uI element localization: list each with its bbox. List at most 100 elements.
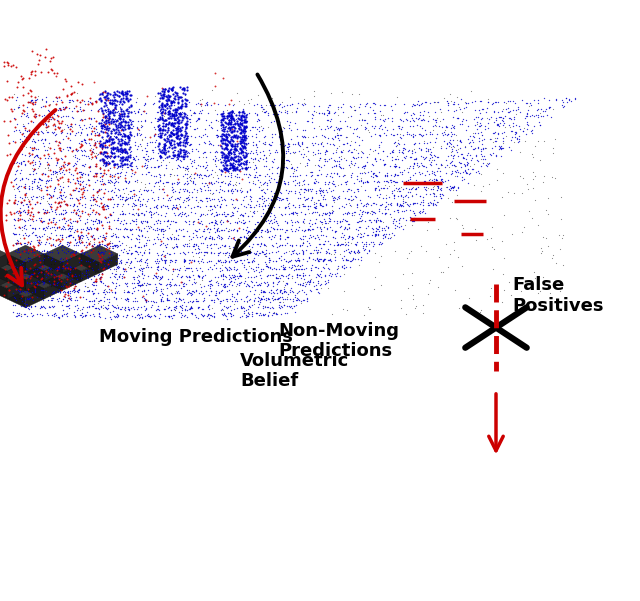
Point (483, 234, 493, 244)
Point (24, 183, 34, 193)
Point (102, 136, 112, 145)
Point (65, 294, 76, 304)
Point (442, 122, 452, 132)
Point (86, 231, 97, 240)
Point (139, 248, 149, 257)
Point (222, 133, 232, 143)
Point (241, 118, 251, 127)
Point (488, 129, 499, 138)
Point (200, 193, 211, 203)
Point (369, 215, 379, 225)
Point (254, 194, 264, 203)
Point (409, 158, 419, 168)
Point (307, 114, 317, 123)
Point (254, 182, 264, 192)
Point (111, 232, 121, 242)
Point (119, 122, 129, 132)
Point (82, 224, 92, 233)
Point (236, 111, 246, 121)
Point (365, 166, 376, 175)
Point (54, 123, 64, 133)
Point (323, 179, 333, 189)
Point (292, 255, 303, 264)
Point (221, 152, 232, 162)
Point (113, 172, 124, 182)
Point (384, 192, 394, 202)
Point (199, 251, 209, 260)
Point (157, 89, 168, 99)
Point (154, 313, 164, 323)
Point (166, 99, 176, 108)
Point (308, 207, 319, 216)
Point (43, 265, 53, 275)
Point (129, 201, 139, 210)
Point (35, 180, 45, 190)
Point (312, 252, 322, 262)
Point (115, 258, 125, 268)
Point (39, 302, 49, 312)
Point (218, 282, 228, 291)
Point (260, 278, 270, 287)
Point (166, 96, 176, 106)
Point (404, 172, 415, 182)
Point (170, 118, 180, 128)
Point (305, 263, 316, 273)
Point (106, 147, 116, 157)
Point (271, 309, 281, 319)
Point (383, 233, 393, 243)
Point (154, 172, 164, 182)
Point (156, 225, 166, 234)
Point (115, 190, 125, 200)
Point (22, 252, 33, 262)
Point (416, 130, 426, 140)
Point (340, 262, 351, 272)
Point (253, 249, 264, 258)
Point (361, 201, 371, 211)
Point (58, 294, 68, 304)
Point (498, 168, 508, 178)
Point (134, 231, 144, 240)
Point (88, 147, 98, 156)
Point (206, 295, 216, 305)
Point (98, 278, 108, 288)
Point (91, 124, 101, 134)
Point (205, 286, 216, 296)
Point (167, 182, 177, 192)
Point (109, 311, 119, 321)
Point (226, 211, 236, 221)
Point (275, 273, 285, 283)
Point (504, 107, 515, 117)
Point (383, 113, 394, 123)
Point (239, 309, 249, 319)
Point (283, 289, 293, 299)
Point (319, 190, 329, 200)
Point (39, 246, 49, 255)
Point (136, 218, 146, 227)
Point (127, 209, 137, 219)
Point (292, 124, 302, 133)
Point (388, 130, 398, 139)
Point (111, 145, 122, 155)
Point (82, 302, 92, 312)
Point (79, 249, 89, 259)
Point (243, 311, 253, 321)
Point (66, 230, 76, 240)
Point (55, 236, 65, 245)
Point (132, 275, 143, 284)
Point (156, 264, 166, 273)
Point (251, 262, 261, 272)
Point (177, 305, 188, 315)
Point (65, 291, 75, 301)
Point (30, 279, 40, 289)
Point (252, 132, 262, 142)
Point (142, 278, 152, 287)
Point (22, 278, 33, 288)
Point (262, 271, 272, 281)
Point (175, 82, 185, 92)
Point (355, 216, 365, 226)
Point (20, 216, 31, 226)
Point (16, 302, 26, 311)
Point (88, 241, 99, 251)
Point (160, 240, 170, 249)
Point (171, 303, 181, 313)
